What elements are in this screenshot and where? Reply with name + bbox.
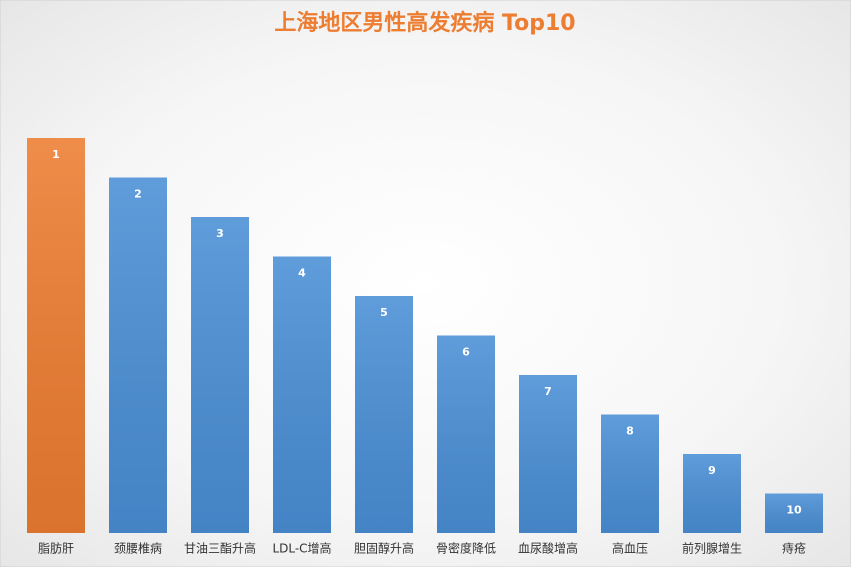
data-label: 7 bbox=[544, 385, 552, 398]
x-tick-label: 痔疮 bbox=[782, 541, 806, 556]
x-tick-label: 甘油三酯升高 bbox=[184, 541, 256, 556]
x-tick-label: 前列腺增生 bbox=[682, 541, 742, 556]
bar bbox=[519, 375, 577, 533]
data-label: 8 bbox=[626, 425, 634, 438]
data-label: 3 bbox=[216, 227, 224, 240]
data-label: 4 bbox=[298, 267, 306, 280]
data-label: 2 bbox=[134, 188, 142, 201]
data-label: 1 bbox=[52, 148, 60, 161]
data-label: 9 bbox=[708, 464, 716, 477]
bar bbox=[109, 177, 167, 533]
bar bbox=[191, 217, 249, 533]
bar bbox=[27, 138, 85, 533]
chart-title: 上海地区男性高发疾病 Top10 bbox=[274, 10, 575, 36]
bar bbox=[273, 256, 331, 533]
bar bbox=[437, 335, 495, 533]
data-label: 6 bbox=[462, 346, 470, 359]
bar bbox=[355, 296, 413, 533]
x-tick-label: LDL-C增高 bbox=[272, 541, 331, 556]
x-tick-label: 高血压 bbox=[612, 541, 648, 556]
x-tick-label: 骨密度降低 bbox=[436, 541, 496, 556]
x-tick-label: 颈腰椎病 bbox=[114, 541, 162, 556]
x-tick-label: 胆固醇升高 bbox=[354, 541, 414, 556]
x-tick-label: 血尿酸增高 bbox=[518, 541, 578, 556]
data-label: 5 bbox=[380, 306, 388, 319]
data-label: 10 bbox=[786, 504, 802, 517]
x-tick-label: 脂肪肝 bbox=[38, 541, 74, 556]
